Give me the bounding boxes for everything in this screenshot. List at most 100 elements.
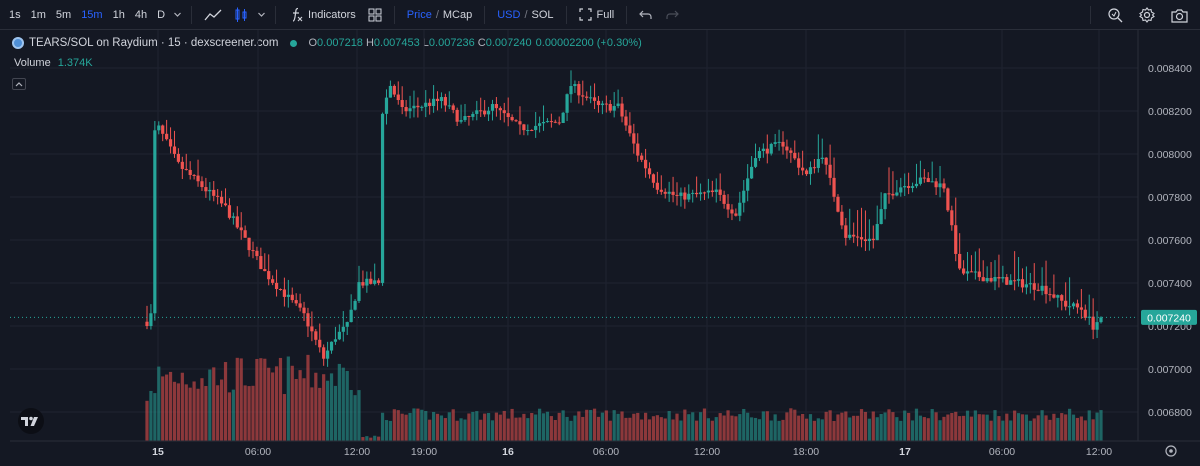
candle-down (502, 110, 506, 114)
price-option[interactable]: Price (406, 8, 432, 21)
volume-bar (479, 419, 483, 441)
volume-bar (918, 415, 923, 441)
volume-bar (392, 409, 396, 441)
timeframe-d[interactable]: D (157, 8, 166, 21)
candle-down (298, 303, 302, 308)
candle-up (993, 276, 997, 282)
candle-down (1091, 316, 1095, 330)
indicators-button[interactable]: Indicators (282, 7, 362, 23)
volume-bar (730, 415, 734, 441)
settings-icon[interactable] (1133, 7, 1161, 23)
candle-down (322, 347, 326, 359)
volume-bar (671, 419, 675, 441)
timeframe-5m[interactable]: 5m (55, 8, 72, 21)
volume-bar (879, 413, 883, 441)
redo-icon[interactable] (659, 9, 685, 21)
candle-down (443, 97, 447, 106)
line-chart-icon[interactable] (198, 8, 228, 22)
volume-bar (895, 417, 899, 441)
camera-icon[interactable] (1165, 8, 1194, 23)
candle-down (255, 250, 259, 257)
volume-bar (369, 437, 373, 441)
candle-up (914, 183, 919, 187)
volume-bar (553, 419, 557, 441)
candle-down (223, 203, 228, 206)
candle-down (977, 271, 981, 278)
timeframe-1s[interactable]: 1s (9, 8, 21, 21)
volume-bar (942, 416, 946, 441)
usd-sol-toggle[interactable]: USD / SOL (491, 9, 559, 21)
volume-bar (643, 412, 648, 441)
candle-down (1079, 307, 1083, 310)
volume-bar (1020, 414, 1025, 441)
volume-bar (310, 387, 314, 441)
candle-down (632, 133, 636, 144)
volume-bar (820, 419, 824, 441)
volume-bar (887, 409, 891, 441)
timeframe-4h[interactable]: 4h (134, 8, 148, 21)
timeframe-1m[interactable]: 1m (30, 8, 46, 21)
volume-bar (722, 415, 726, 441)
timeframe-1h[interactable]: 1h (112, 8, 125, 21)
candle-down (404, 107, 408, 112)
candle-down (455, 109, 459, 122)
legend-collapse-button[interactable] (12, 78, 26, 90)
candles-icon[interactable] (228, 7, 254, 23)
candle-up (475, 110, 479, 114)
candle-up (333, 339, 338, 342)
candle-down (196, 175, 200, 182)
candle-down (302, 307, 306, 314)
volume-bar (172, 381, 177, 441)
candle-down (1005, 277, 1009, 285)
volume-bar (997, 416, 1001, 441)
volume-bar (640, 419, 644, 441)
timeframe-15m[interactable]: 15m (81, 8, 103, 21)
volume-bar (435, 413, 440, 441)
chevron-down-icon[interactable] (170, 10, 185, 19)
candle-up (757, 151, 762, 159)
candle-down (640, 155, 644, 160)
volume-bar (545, 411, 550, 441)
time-tick-label: 19:00 (411, 446, 437, 458)
candle-up (561, 112, 565, 124)
candle-up (667, 191, 671, 194)
candle-up (883, 193, 887, 210)
price-chart[interactable]: 0.008400 0.008200 0.008000 0.007800 0.007600… (0, 30, 1200, 466)
usd-option[interactable]: USD (497, 8, 521, 21)
price-mcap-toggle[interactable]: Price / MCap (401, 9, 478, 21)
candle-down (726, 203, 730, 210)
candle-down (891, 193, 895, 196)
time-tick-label: 18:00 (793, 446, 819, 458)
volume-bar (408, 412, 412, 441)
volume-bar (216, 385, 220, 441)
candle-down (859, 237, 864, 240)
candle-down (840, 211, 844, 226)
volume-bar (914, 408, 919, 441)
volume-bar (938, 420, 942, 441)
volume-bar (416, 408, 420, 441)
candle-down (1083, 309, 1087, 318)
sol-option[interactable]: SOL (531, 8, 554, 21)
volume-bar (1005, 413, 1009, 441)
candle-up (373, 280, 377, 284)
candle-up (706, 190, 711, 193)
candle-down (969, 271, 974, 273)
screenshot-icon[interactable] (1101, 7, 1129, 23)
volume-bar (698, 412, 703, 441)
volume-bar (373, 435, 377, 441)
candle-up (875, 224, 879, 241)
full-button[interactable]: Full (573, 8, 621, 21)
candle-up (777, 141, 781, 143)
grid-lines (10, 30, 1138, 441)
candle-down (954, 225, 958, 254)
volume-bar (871, 411, 875, 441)
candle-down (785, 146, 789, 151)
mcap-option[interactable]: MCap (442, 8, 473, 21)
high-value: 0.007453 (373, 37, 420, 49)
symbol-title[interactable]: TEARS/SOL on Raydium · 15 · dexscreener.… (29, 37, 279, 49)
undo-icon[interactable] (633, 9, 659, 21)
chevron-down-icon[interactable] (254, 10, 269, 19)
grid-icon[interactable] (362, 8, 388, 22)
volume-bar (337, 363, 341, 441)
candle-up (345, 322, 349, 327)
